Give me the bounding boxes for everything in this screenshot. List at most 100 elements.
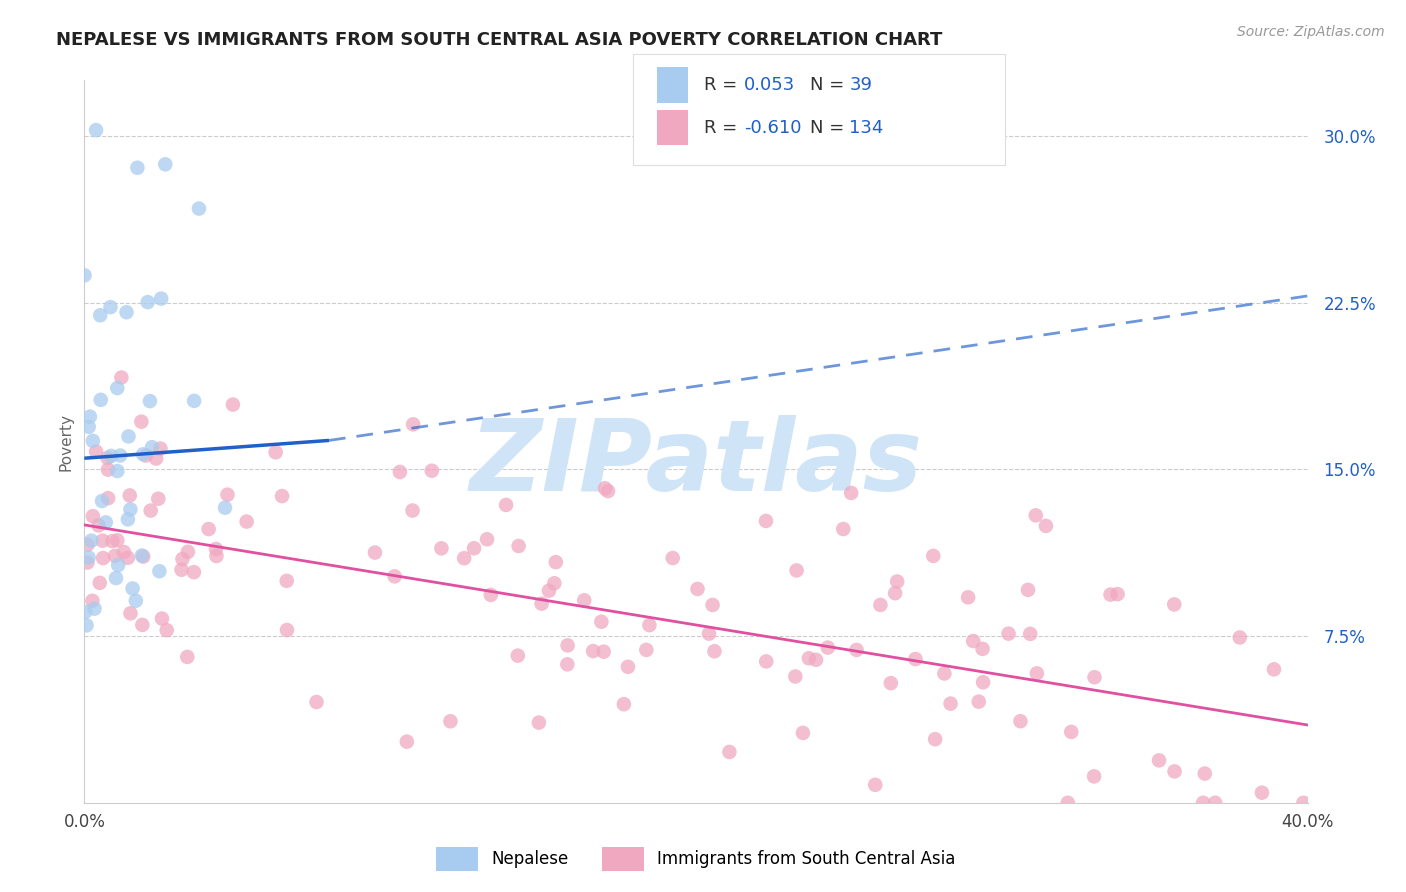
Point [90, 392, 112, 407]
Point [686, 582, 709, 596]
Point [139, 394, 162, 409]
Point [508, 539, 530, 553]
Point [76, 538, 98, 552]
Point [592, 645, 614, 659]
Point [84, 123, 107, 137]
Point [1025, 508, 1047, 523]
Point [718, 745, 741, 759]
Point [76, 556, 98, 570]
Point [117, 429, 139, 443]
Point [89, 575, 111, 590]
Point [574, 593, 596, 607]
Point [804, 653, 827, 667]
Point [117, 550, 139, 565]
Point [384, 569, 406, 583]
Point [1147, 753, 1170, 767]
Point [155, 157, 177, 171]
Point [530, 597, 553, 611]
Point [636, 643, 658, 657]
Point [188, 202, 211, 216]
Point [110, 449, 132, 463]
Text: R =: R = [704, 76, 738, 94]
Point [205, 541, 228, 556]
Point [420, 464, 443, 478]
Point [1010, 714, 1032, 729]
Point [697, 626, 720, 640]
Point [997, 626, 1019, 640]
Point [132, 447, 155, 461]
Point [84, 444, 107, 458]
Point [797, 651, 820, 665]
Point [1099, 588, 1122, 602]
Point [1083, 769, 1105, 783]
Point [110, 370, 132, 384]
Point [884, 586, 907, 600]
Point [1251, 786, 1274, 800]
Point [79, 409, 101, 424]
Point [702, 598, 724, 612]
Point [118, 488, 141, 502]
Text: 134: 134 [849, 119, 883, 136]
Point [1060, 725, 1083, 739]
Point [105, 464, 128, 478]
Point [183, 393, 205, 408]
Point [75, 605, 97, 619]
Point [1035, 519, 1057, 533]
Point [149, 442, 172, 456]
Point [401, 503, 423, 517]
Point [388, 465, 411, 479]
Point [276, 574, 298, 588]
Point [582, 644, 605, 658]
Point [121, 582, 143, 596]
Point [865, 778, 887, 792]
Point [139, 503, 162, 517]
Point [125, 593, 148, 607]
Point [924, 732, 946, 747]
Point [544, 555, 567, 569]
Point [1056, 796, 1078, 810]
Point [972, 641, 994, 656]
Point [880, 676, 903, 690]
Point [120, 607, 142, 621]
Point [1163, 764, 1185, 779]
Point [475, 533, 498, 547]
Point [156, 623, 179, 637]
Point [479, 588, 502, 602]
Point [276, 623, 298, 637]
Point [205, 549, 228, 563]
Point [145, 451, 167, 466]
Point [112, 545, 135, 559]
Point [305, 695, 328, 709]
Point [755, 514, 778, 528]
Point [785, 669, 807, 683]
Point [1107, 587, 1129, 601]
Point [506, 648, 529, 663]
Point [197, 522, 219, 536]
Point [957, 591, 980, 605]
Point [593, 481, 616, 495]
Point [617, 660, 640, 674]
Point [543, 576, 565, 591]
Point [83, 601, 105, 615]
Point [97, 463, 120, 477]
Text: NEPALESE VS IMMIGRANTS FROM SOUTH CENTRAL ASIA POVERTY CORRELATION CHART: NEPALESE VS IMMIGRANTS FROM SOUTH CENTRA… [56, 31, 942, 49]
Text: 0.053: 0.053 [744, 76, 794, 94]
Point [115, 305, 138, 319]
Point [967, 695, 990, 709]
Point [886, 574, 908, 589]
Point [661, 551, 683, 566]
Point [120, 502, 142, 516]
Point [527, 715, 550, 730]
Point [132, 549, 155, 564]
Point [107, 558, 129, 573]
Point [1025, 666, 1047, 681]
Text: N =: N = [810, 76, 844, 94]
Point [136, 295, 159, 310]
Point [922, 549, 945, 563]
Point [495, 498, 517, 512]
Point [82, 509, 104, 524]
Point [176, 649, 198, 664]
Point [82, 434, 104, 448]
Point [755, 654, 778, 668]
Point [104, 549, 127, 563]
